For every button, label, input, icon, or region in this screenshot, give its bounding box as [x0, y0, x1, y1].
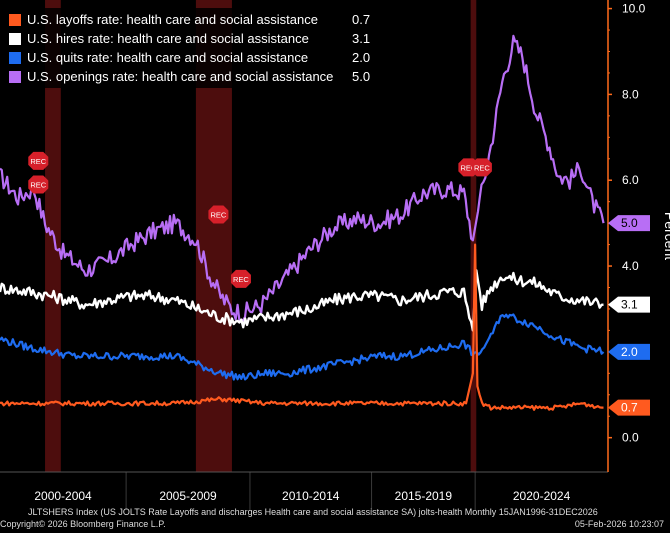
- legend-label: U.S. layoffs rate: health care and socia…: [27, 12, 318, 27]
- x-tick-label: 2020-2024: [513, 489, 571, 503]
- end-value-tag-hires: [608, 296, 650, 313]
- recession-marker-label: REC: [233, 275, 249, 284]
- legend-value: 5.0: [352, 69, 371, 84]
- end-value-label-hires: 3.1: [621, 298, 638, 312]
- series-line-quits: [0, 313, 605, 381]
- y-tick-label: 10.0: [622, 2, 646, 16]
- recession-marker: [28, 151, 49, 170]
- series-line-openings: [0, 34, 605, 323]
- legend-label: U.S. quits rate: health care and social …: [27, 50, 309, 65]
- recession-marker-label: REC: [30, 157, 46, 166]
- x-tick-label: 2010-2014: [282, 489, 340, 503]
- footer-copyright: Copyright© 2026 Bloomberg Finance L.P.: [0, 519, 166, 529]
- series-line-hires: [0, 269, 604, 332]
- legend-item-layoffs: U.S. layoffs rate: health care and socia…: [9, 10, 376, 29]
- legend-value: 2.0: [352, 50, 371, 65]
- end-value-label-quits: 2.0: [621, 345, 638, 359]
- end-value-label-openings: 5.0: [621, 216, 638, 230]
- legend-item-openings: U.S. openings rate: health care and soci…: [9, 67, 376, 86]
- legend-label: U.S. openings rate: health care and soci…: [27, 69, 334, 84]
- recession-marker-label: REC: [474, 163, 490, 172]
- y-tick-label: 8.0: [622, 87, 639, 101]
- end-value-tag-quits: [608, 343, 650, 360]
- legend-item-hires: U.S. hires rate: health care and social …: [9, 29, 376, 48]
- y-axis-label: Percent: [662, 212, 670, 260]
- end-value-label-layoffs: 0.7: [621, 401, 638, 415]
- footer-source: JLTSHERS Index (US JOLTS Rate Layoffs an…: [28, 507, 598, 517]
- series-line-layoffs: [0, 243, 604, 411]
- legend-swatch-hires: [9, 32, 21, 45]
- recession-marker: [28, 175, 49, 194]
- footer-timestamp: 05-Feb-2026 10:23:07: [574, 519, 664, 529]
- recession-marker: [471, 158, 492, 177]
- y-tick-label: 4.0: [622, 259, 639, 273]
- recession-marker: [208, 205, 229, 224]
- legend-swatch-quits: [9, 51, 21, 64]
- end-value-tag-openings: [608, 215, 650, 232]
- x-tick-label: 2005-2009: [159, 489, 217, 503]
- y-tick-label: 0.0: [622, 431, 639, 445]
- legend-value: 0.7: [352, 12, 371, 27]
- end-value-tag-layoffs: [608, 399, 650, 416]
- x-tick-label: 2015-2019: [395, 489, 453, 503]
- recession-marker-label: REC: [211, 211, 227, 220]
- legend-value: 3.1: [352, 31, 371, 46]
- recession-marker-label: REC: [460, 163, 476, 172]
- legend-item-quits: U.S. quits rate: health care and social …: [9, 48, 376, 67]
- y-tick-label: 6.0: [622, 173, 639, 187]
- legend-swatch-layoffs: [9, 13, 21, 26]
- x-tick-label: 2000-2004: [34, 489, 92, 503]
- recession-marker-label: REC: [30, 181, 46, 190]
- legend-label: U.S. hires rate: health care and social …: [27, 31, 309, 46]
- recession-marker: [230, 269, 251, 288]
- legend: U.S. layoffs rate: health care and socia…: [5, 8, 382, 88]
- legend-swatch-openings: [9, 70, 21, 83]
